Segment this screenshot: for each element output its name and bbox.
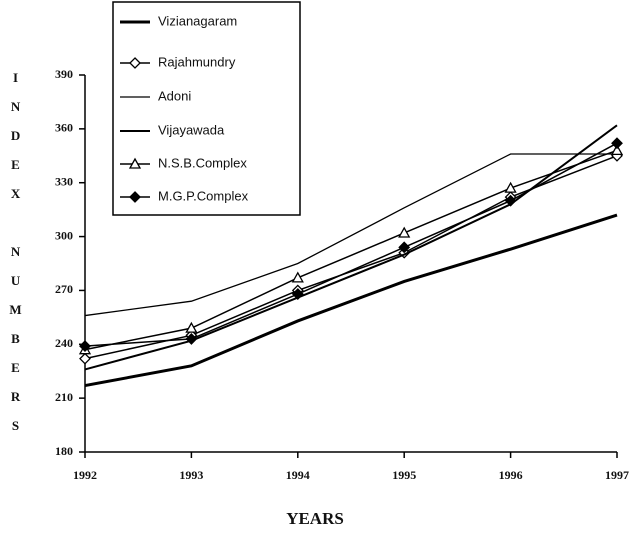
y-tick-label: 360 [55, 121, 73, 135]
marker [504, 181, 517, 193]
series-line [84, 142, 618, 347]
legend-box [112, 1, 301, 216]
y-tick-label: 240 [55, 336, 73, 350]
legend-label: N.S.B.Complex [158, 155, 247, 170]
x-tick-label: 1994 [286, 468, 310, 482]
marker [398, 241, 411, 254]
marker [291, 271, 304, 283]
marker [129, 191, 141, 203]
marker [79, 340, 91, 353]
marker [185, 321, 198, 333]
y-tick-label: 390 [55, 67, 73, 81]
x-tick-label: 1995 [392, 468, 416, 482]
marker [128, 157, 142, 169]
series-line [84, 153, 617, 317]
legend-label: Vijayawada [158, 122, 225, 137]
x-tick-label: 1993 [179, 468, 203, 482]
marker [129, 57, 141, 69]
marker [610, 144, 624, 156]
legend-label: Vizianagaram [158, 13, 237, 28]
x-tick-label: 1992 [73, 468, 97, 482]
y-axis-label: INDEX NUMBERS [8, 70, 23, 447]
y-tick-label: 210 [55, 390, 73, 404]
y-tick-label: 300 [55, 228, 73, 242]
legend-label: Rajahmundry [158, 54, 236, 69]
legend-label: Adoni [158, 88, 191, 103]
y-tick-label: 270 [55, 282, 73, 296]
series-line [84, 213, 618, 388]
y-tick-label: 180 [55, 444, 73, 458]
legend-label: M.G.P.Complex [158, 188, 249, 203]
y-tick-label: 330 [55, 174, 73, 188]
series-line [84, 149, 618, 351]
marker [291, 288, 304, 300]
marker [398, 226, 411, 238]
x-tick-label: 1996 [499, 468, 523, 482]
marker [79, 352, 91, 365]
marker [504, 194, 517, 207]
marker [611, 137, 623, 150]
x-tick-label: 1997 [605, 468, 629, 482]
x-axis-label: YEARS [286, 509, 344, 528]
marker [185, 332, 198, 345]
